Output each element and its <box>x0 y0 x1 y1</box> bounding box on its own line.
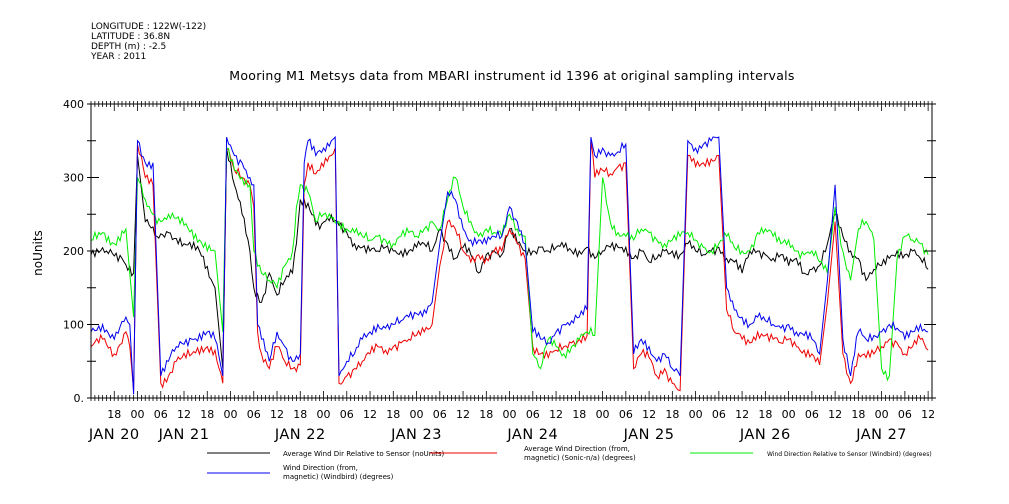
x-day-label: JAN 26 <box>739 427 791 443</box>
x-tick-label: 18 <box>851 408 865 421</box>
x-tick-label: 00 <box>596 408 610 421</box>
x-tick-label: 18 <box>572 408 586 421</box>
series-line-4 <box>90 135 929 395</box>
x-tick-label: 00 <box>317 408 331 421</box>
legend-label-series-4-line-1: Wind Direction (from, <box>283 464 358 472</box>
series-line-1 <box>90 148 929 369</box>
x-tick-label: 06 <box>712 408 726 421</box>
y-tick-label: 300 <box>63 172 84 185</box>
x-tick-label: 12 <box>921 408 935 421</box>
x-day-label: JAN 25 <box>623 427 675 443</box>
y-tick-label: 100 <box>63 319 84 332</box>
x-tick-label: 00 <box>224 408 238 421</box>
series-line-3 <box>91 147 929 382</box>
x-tick-label: 12 <box>735 408 749 421</box>
legend-label-series-2-line-1: Average Wind Direction (from, <box>524 445 630 453</box>
x-tick-label: 00 <box>875 408 889 421</box>
meta-year: YEAR : 2011 <box>90 52 146 62</box>
meta-latitude: LATITUDE : 36.8N <box>91 32 170 42</box>
x-day-label: JAN 23 <box>390 427 442 443</box>
x-tick-label: 12 <box>177 408 191 421</box>
x-tick-label: 18 <box>479 408 493 421</box>
legend: Average Wind Dir Relative to Sensor (noU… <box>207 445 932 481</box>
plot-frame <box>90 103 933 399</box>
x-day-label: JAN 21 <box>158 427 210 443</box>
x-tick-label: 12 <box>270 408 284 421</box>
legend-label-series-4-line-2: magnetic) (Windbird) (degrees) <box>283 473 394 481</box>
y-axis-label: noUnits <box>31 230 45 276</box>
x-tick-label: 00 <box>410 408 424 421</box>
legend-label-series-3: Wind Direction Relative to Sensor (Windb… <box>767 451 932 458</box>
y-tick-label: 200 <box>63 245 84 258</box>
chart-title: Mooring M1 Metsys data from MBARI instru… <box>229 68 795 83</box>
x-tick-label: 12 <box>456 408 470 421</box>
x-tick-label: 06 <box>898 408 912 421</box>
y-tick-label: 400 <box>63 98 84 111</box>
x-tick-label: 06 <box>154 408 168 421</box>
legend-label-series-2: Average Wind Direction (from, magnetic) … <box>524 445 636 462</box>
x-tick-label: 18 <box>107 408 121 421</box>
x-tick-label: 00 <box>689 408 703 421</box>
metadata-block: LONGITUDE : 122W(-122) LATITUDE : 36.8N … <box>90 22 206 62</box>
x-tick-label: 12 <box>828 408 842 421</box>
x-tick-label: 06 <box>433 408 447 421</box>
meta-longitude: LONGITUDE : 122W(-122) <box>91 22 206 32</box>
x-tick-label: 06 <box>619 408 633 421</box>
y-tick-label: 0. <box>74 392 85 405</box>
x-day-label: JAN 20 <box>88 427 140 443</box>
x-tick-label: 06 <box>526 408 540 421</box>
series-layer <box>90 135 929 395</box>
x-tick-label: 06 <box>805 408 819 421</box>
legend-label-series-4: Wind Direction (from, magnetic) (Windbir… <box>283 464 394 481</box>
x-tick-label: 18 <box>386 408 400 421</box>
x-tick-label: 18 <box>200 408 214 421</box>
axis-layer: 0. 100 200 300 400 18 00 06 12 18 00 06 12 18 00 06 12 18… <box>63 98 936 443</box>
x-tick-label: 00 <box>503 408 517 421</box>
x-tick-label: 06 <box>340 408 354 421</box>
legend-label-series-1: Average Wind Dir Relative to Sensor (noU… <box>283 450 444 458</box>
x-tick-label: 18 <box>293 408 307 421</box>
legend-label-series-2-line-2: magnetic) (Sonic-n/a) (degrees) <box>524 454 636 462</box>
x-tick-label: 12 <box>549 408 563 421</box>
x-tick-label: 12 <box>642 408 656 421</box>
x-tick-label: 06 <box>247 408 261 421</box>
x-tick-label: 12 <box>363 408 377 421</box>
x-tick-label: 00 <box>131 408 145 421</box>
x-day-label: JAN 22 <box>274 427 326 443</box>
meta-depth: DEPTH (m) : -2.5 <box>91 42 166 52</box>
x-tick-label: 18 <box>758 408 772 421</box>
x-tick-label: 00 <box>782 408 796 421</box>
x-day-label: JAN 24 <box>506 427 558 443</box>
x-tick-label: 18 <box>665 408 679 421</box>
x-day-label: JAN 27 <box>855 427 907 443</box>
